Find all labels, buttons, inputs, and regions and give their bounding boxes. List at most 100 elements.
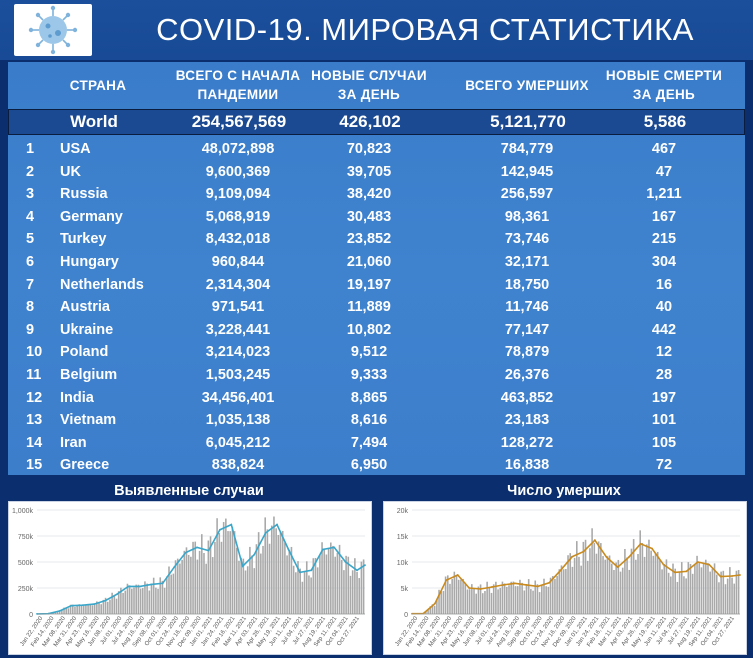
bar: [455, 574, 458, 614]
total-cases: 8,432,018: [205, 231, 271, 248]
bar: [521, 582, 523, 614]
bar: [303, 570, 306, 614]
bar: [327, 548, 330, 614]
bar: [334, 556, 336, 614]
bar: [323, 549, 326, 614]
world-name: World: [70, 112, 118, 131]
bar: [146, 583, 148, 614]
bar: [595, 553, 598, 614]
total-deaths: 463,852: [500, 389, 554, 406]
total-deaths: 18,750: [504, 276, 550, 293]
bar: [586, 560, 589, 614]
data-point: [161, 582, 164, 585]
bar: [205, 563, 207, 614]
bar: [619, 571, 622, 614]
new-cases: 19,197: [346, 276, 392, 293]
bar: [547, 586, 550, 614]
total-deaths: 128,272: [500, 434, 554, 451]
bar: [460, 579, 462, 614]
data-point: [58, 609, 61, 612]
bar: [284, 542, 286, 614]
bar: [471, 584, 473, 614]
bar: [157, 588, 159, 614]
cases-chart: 0 250k 500k 750k 1,000k Jan 22, 2020 Feb 14, 2…: [8, 501, 372, 655]
bar: [700, 567, 703, 614]
bar: [288, 549, 291, 614]
bar: [222, 522, 225, 614]
bar: [543, 578, 545, 614]
bar: [266, 529, 269, 614]
bar: [720, 571, 722, 614]
bar: [281, 530, 284, 614]
bar: [255, 544, 258, 614]
data-point: [571, 555, 573, 558]
data-point: [70, 604, 73, 607]
bar: [534, 580, 537, 614]
bar: [731, 577, 733, 614]
bar: [104, 597, 107, 614]
bar: [438, 589, 440, 614]
bar: [201, 534, 203, 614]
data-point: [696, 561, 699, 563]
data-point: [264, 531, 267, 534]
bar: [473, 588, 475, 614]
bar: [65, 608, 68, 614]
y-tick-label: 1,000k: [12, 508, 34, 515]
bar: [170, 574, 172, 614]
bar: [218, 533, 221, 614]
bar: [479, 584, 482, 614]
bar: [122, 592, 124, 614]
bar: [290, 546, 293, 614]
bar: [93, 604, 96, 614]
new-cases: 70,823: [346, 141, 392, 157]
world-new: 426,102: [339, 112, 401, 131]
new-deaths: 442: [651, 321, 677, 338]
data-point: [230, 523, 233, 526]
bar: [98, 602, 100, 614]
bar: [597, 541, 600, 614]
bar: [477, 586, 480, 614]
bar: [203, 553, 205, 614]
total-cases: 48,072,898: [201, 141, 275, 157]
bar: [76, 605, 78, 614]
world-new-deaths: 5,586: [643, 112, 687, 131]
bar: [591, 528, 593, 614]
new-cases: 8,616: [350, 412, 388, 429]
bar: [275, 528, 277, 614]
bar: [608, 555, 611, 614]
data-point: [593, 539, 596, 542]
bar: [558, 569, 561, 614]
bar: [488, 587, 491, 614]
data-point: [241, 565, 244, 568]
bar: [497, 589, 499, 614]
country-name: USA: [60, 141, 91, 157]
bar: [667, 572, 670, 614]
table-row: 8 Austria 971,541 11,889 11,746 40: [8, 296, 745, 319]
bar: [260, 553, 262, 614]
bar: [656, 551, 659, 614]
bar: [161, 580, 164, 614]
bar: [462, 578, 464, 614]
table-row: 9 Ukraine 3,228,441 10,802 77,147 442: [8, 319, 745, 342]
bar: [249, 546, 251, 614]
bar: [297, 561, 299, 614]
data-point: [468, 587, 471, 589]
bar: [600, 543, 602, 614]
bar: [69, 604, 72, 614]
bar: [229, 531, 232, 614]
bar: [117, 591, 120, 614]
cases-chart-title: Выявленные случаи: [114, 483, 264, 499]
data-point: [207, 549, 210, 552]
new-cases: 39,705: [346, 163, 392, 180]
bar: [519, 579, 521, 614]
bar: [305, 561, 308, 614]
bar: [246, 566, 249, 614]
data-point: [184, 551, 187, 554]
bar: [67, 608, 70, 614]
bar: [436, 599, 438, 614]
table-row: 14 Iran 6,045,212 7,494 128,272 105: [8, 432, 745, 455]
header-bar: COVID-19. МИРОВАЯ СТАТИСТИКА: [0, 0, 753, 60]
bar: [468, 589, 471, 614]
table-row: 12 India 34,456,401 8,865 463,852 197: [8, 387, 745, 410]
